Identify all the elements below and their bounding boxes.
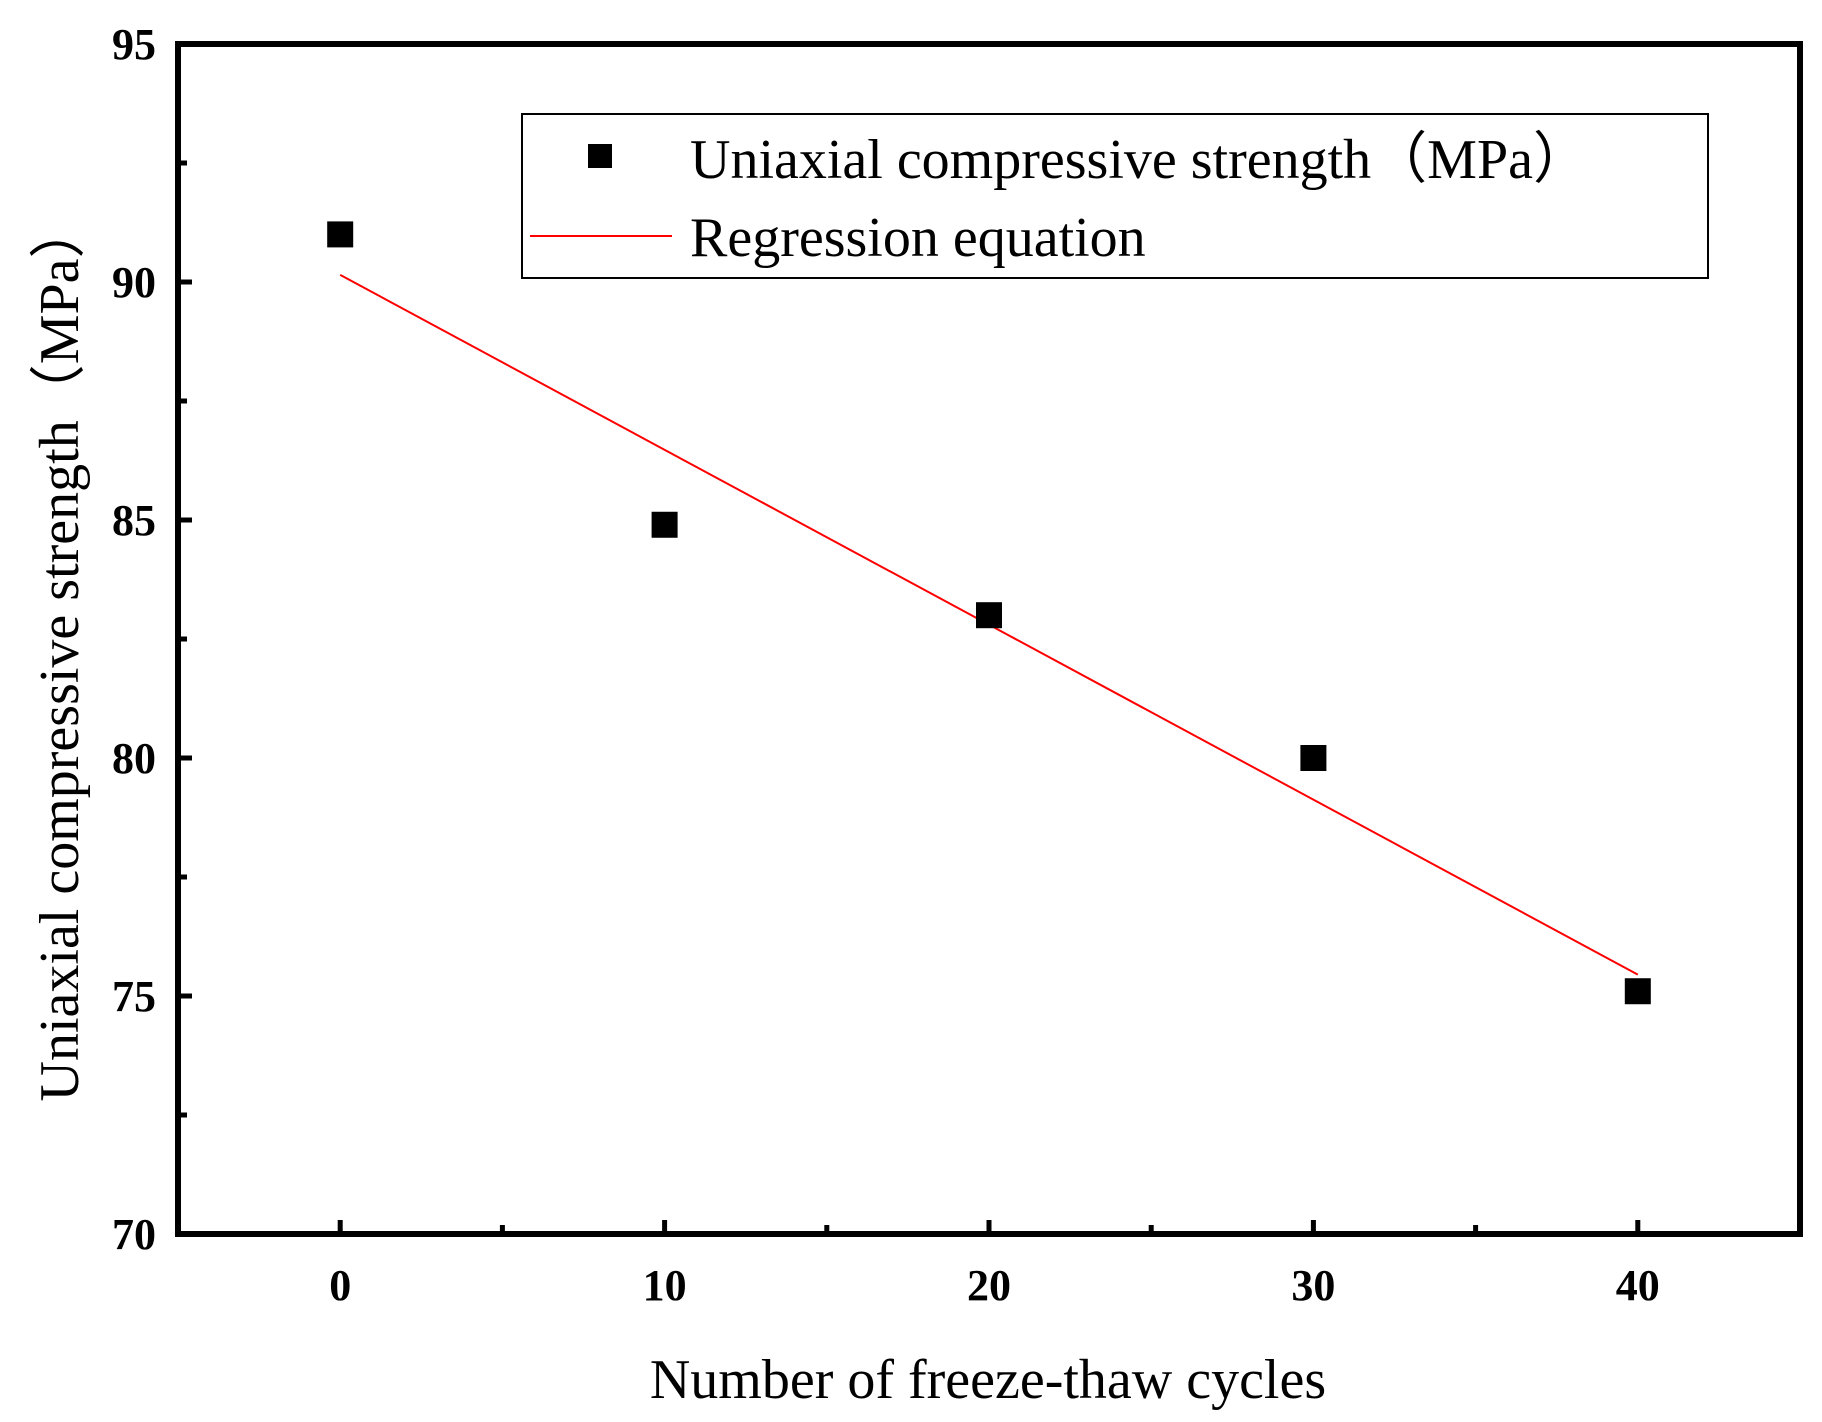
- y-tick-label: 75: [112, 972, 156, 1021]
- x-tick-label: 0: [329, 1261, 351, 1310]
- series-layer: [327, 221, 1651, 1005]
- x-tick-label: 10: [643, 1261, 687, 1310]
- y-tick-label: 80: [112, 734, 156, 783]
- data-point: [651, 511, 678, 538]
- legend-frame: [521, 113, 1709, 279]
- y-tick-label: 95: [112, 20, 156, 69]
- data-point: [976, 602, 1002, 629]
- x-axis: 0 10 20 30 40: [329, 1220, 1660, 1310]
- x-tick-label: 30: [1291, 1261, 1335, 1310]
- y-tick-label: 85: [112, 496, 156, 545]
- legend-label-line: Regression equation: [690, 207, 1146, 269]
- y-tick-label: 90: [112, 258, 156, 307]
- y-axis: 70 75 80 85 90 95: [112, 20, 192, 1259]
- data-point: [327, 221, 354, 248]
- y-tick-label: 70: [112, 1210, 156, 1259]
- legend: Uniaxial compressive strength（MPa） Regre…: [521, 113, 1709, 279]
- x-tick-label: 40: [1616, 1261, 1660, 1310]
- x-axis-title: Number of freeze-thaw cycles: [650, 1349, 1326, 1411]
- data-point: [1300, 745, 1327, 771]
- x-tick-label: 20: [967, 1261, 1011, 1310]
- legend-label-scatter: Uniaxial compressive strength（MPa）: [690, 129, 1589, 191]
- legend-scatter-marker: [588, 144, 612, 168]
- y-axis-title: Uniaxial compressive strength（MPa）: [29, 203, 91, 1102]
- data-point: [1624, 978, 1651, 1005]
